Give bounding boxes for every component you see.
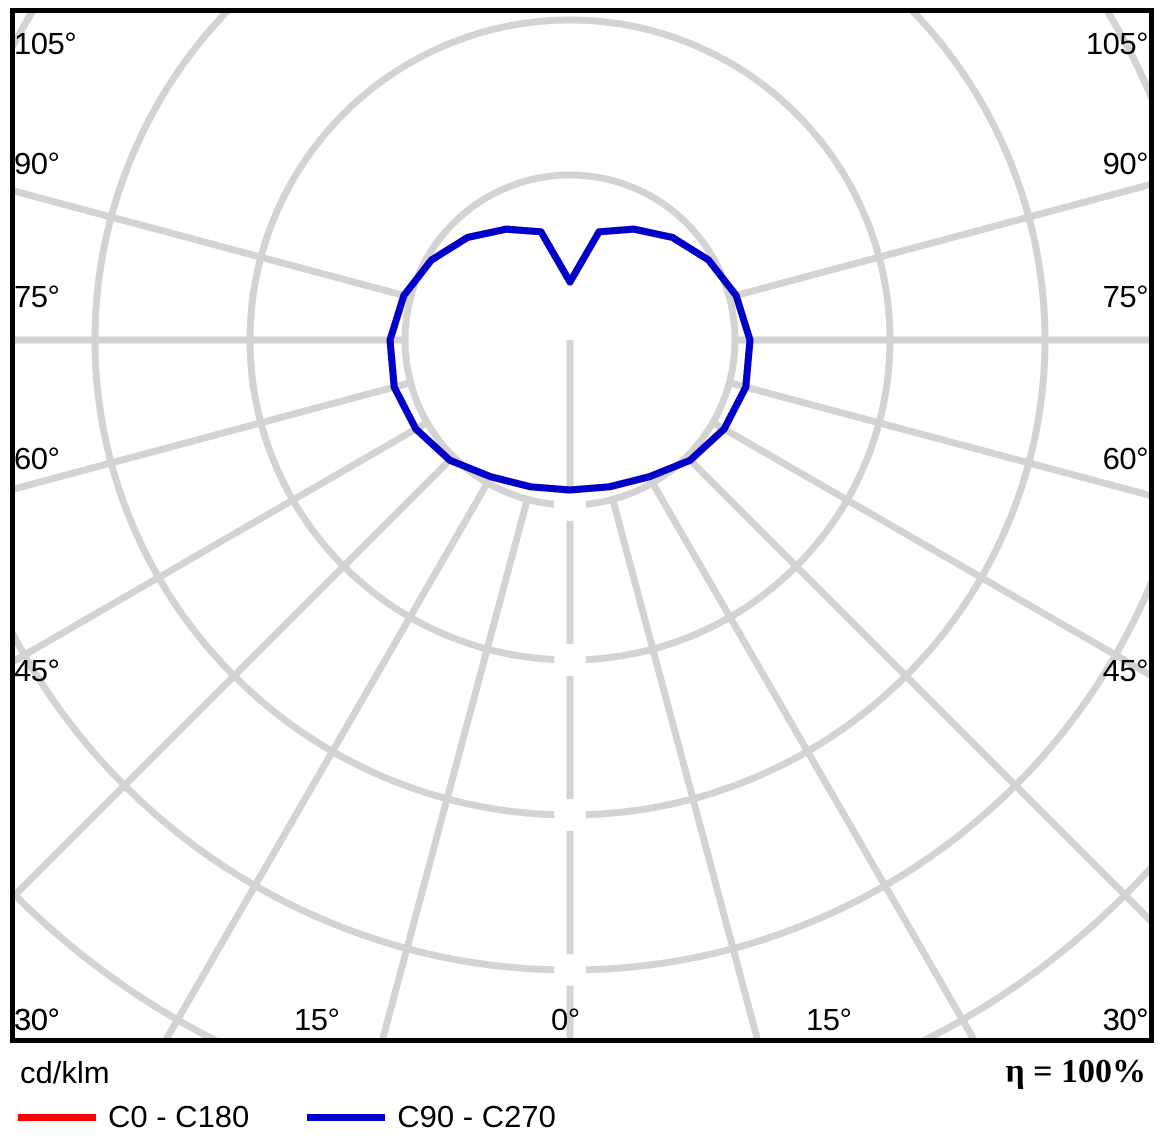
efficiency-label: η = 100% [1005,1053,1146,1090]
legend-swatch-0 [18,1113,96,1121]
legend-c90-c270[interactable]: C90 - C270 [307,1099,556,1135]
polar-plot-svg [15,13,1149,1038]
grid-gap-2 [554,799,586,831]
grid-gap-0 [554,489,586,521]
axis-label-right-60: 60° [1102,441,1149,476]
grid-spoke-15 [609,498,761,1038]
grid-ring-4 [15,864,1149,1038]
chart-legend: C0 - C180 C90 - C270 [18,1099,614,1135]
grid-spoke--15 [379,498,531,1038]
grid-spoke--75 [15,379,412,493]
distribution-curves [386,225,754,494]
grid-spoke-30 [649,481,978,1038]
axis-label-left-60: 60° [14,441,60,476]
axis-label-right-45: 45° [1102,653,1149,688]
axis-label-bottom-30-left: 30° [14,1002,60,1037]
grid-spoke-75 [728,379,1149,499]
axis-label-left-30: 30° [14,1002,60,1037]
axis-label-right-105: 105° [1085,26,1149,61]
legend-c0-c180[interactable]: C0 - C180 [18,1099,249,1135]
grid-spoke-60 [711,419,1149,679]
axis-label-bottom-15-left: 15° [294,1002,340,1037]
grid-spoke--105 [15,187,412,301]
legend-label-0: C0 - C180 [108,1099,250,1134]
axis-label-right-30: 30° [1102,1002,1149,1037]
grid-spoke--30 [162,481,491,1038]
units-label: cd/klm [20,1055,110,1090]
grid-gap-3 [554,954,586,986]
curve-c90-c270 [386,225,754,494]
axis-label-left-75: 75° [14,279,60,314]
axis-label-left-45: 45° [14,653,60,688]
grid-spoke--45 [15,454,456,900]
axis-label-bottom-0: 0° [551,1002,580,1037]
legend-swatch-1 [307,1113,386,1121]
polar-grid [15,13,1149,1038]
grid-ring-5 [15,13,1149,1038]
axis-label-bottom-30-right: 30° [1102,1002,1149,1037]
axis-label-right-75: 75° [1102,279,1149,314]
grid-spoke--60 [15,419,429,665]
axis-label-left-90: 90° [14,146,60,181]
axis-label-right-90: 90° [1102,146,1149,181]
legend-label-1: C90 - C270 [397,1099,556,1134]
axis-label-bottom-15-right: 15° [806,1002,852,1037]
grid-spoke-45 [684,454,1149,924]
chart-footer: cd/klm η = 100% C0 - C180 C90 - C270 [0,1043,1164,1143]
axis-label-left-105: 105° [14,26,77,61]
polar-plot-frame [10,8,1154,1043]
grid-gap-1 [554,644,586,676]
grid-spoke-105 [728,181,1149,301]
